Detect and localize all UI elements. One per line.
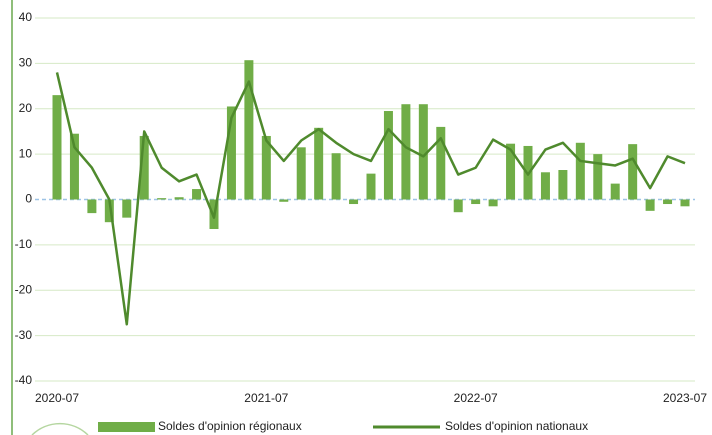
bar bbox=[506, 143, 516, 200]
x-tick-label: 2021-07 bbox=[244, 391, 288, 405]
logo-arc bbox=[31, 422, 89, 435]
x-tick-label: 2023-07 bbox=[663, 391, 707, 405]
x-tick-label: 2020-07 bbox=[35, 391, 79, 405]
bar bbox=[610, 183, 620, 200]
y-tick-label: 20 bbox=[19, 101, 33, 115]
bar bbox=[296, 147, 306, 200]
bar bbox=[157, 198, 167, 200]
bar bbox=[104, 199, 114, 223]
y-tick-label: 30 bbox=[19, 56, 33, 70]
bar bbox=[244, 60, 254, 200]
bar bbox=[418, 104, 428, 200]
bar bbox=[174, 197, 184, 200]
bar bbox=[226, 106, 236, 200]
bar bbox=[87, 199, 97, 214]
bar bbox=[401, 104, 411, 200]
y-tick-label: 40 bbox=[19, 10, 33, 24]
bar bbox=[314, 127, 324, 200]
bar bbox=[663, 199, 673, 205]
y-tick-label: -30 bbox=[15, 328, 33, 342]
bar bbox=[558, 170, 568, 200]
line bbox=[55, 72, 686, 326]
y-tick-label: 10 bbox=[19, 146, 33, 160]
bar bbox=[680, 199, 690, 207]
y-tick-label: -40 bbox=[15, 373, 33, 387]
x-tick-label: 2022-07 bbox=[454, 391, 498, 405]
bar bbox=[436, 126, 446, 200]
bar bbox=[122, 199, 132, 218]
bar bbox=[488, 199, 498, 207]
bar bbox=[366, 173, 376, 200]
bar bbox=[139, 135, 149, 200]
bar bbox=[349, 199, 359, 205]
bar bbox=[540, 172, 550, 200]
bar bbox=[261, 135, 271, 200]
legend-label: Soldes d'opinion nationaux bbox=[445, 419, 588, 433]
bar bbox=[453, 199, 463, 213]
bar bbox=[279, 199, 289, 202]
bar bbox=[645, 199, 655, 211]
bar bbox=[593, 154, 603, 200]
legend-label: Soldes d'opinion régionaux bbox=[158, 419, 302, 433]
y-tick-label: -10 bbox=[15, 237, 33, 251]
bar bbox=[383, 111, 393, 200]
y-tick-label: -20 bbox=[15, 282, 33, 296]
bar bbox=[52, 95, 62, 200]
bar bbox=[331, 153, 341, 200]
bar bbox=[69, 133, 79, 200]
legend-swatch bbox=[98, 422, 155, 432]
bar bbox=[628, 144, 638, 200]
bar bbox=[575, 142, 585, 200]
bar bbox=[471, 199, 481, 205]
y-tick-label: 0 bbox=[25, 192, 32, 206]
bar bbox=[192, 189, 202, 200]
